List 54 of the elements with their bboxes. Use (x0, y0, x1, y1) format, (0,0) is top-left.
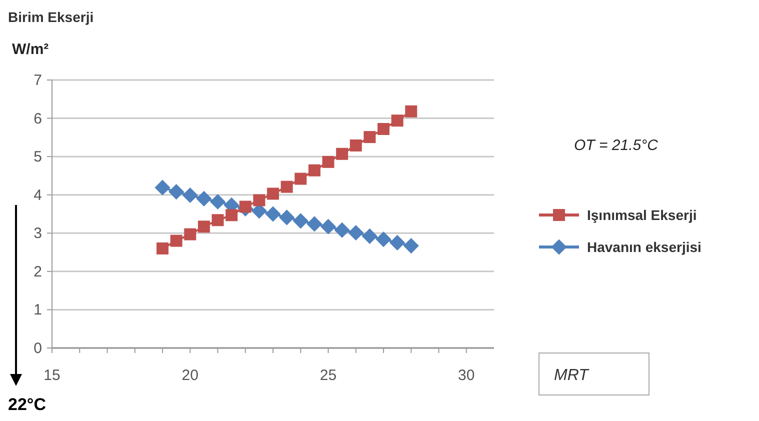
legend-label: Işınımsal Ekserji (587, 207, 697, 223)
text: OT = 21.5°C (574, 137, 658, 154)
point (253, 194, 266, 206)
point (168, 184, 184, 200)
point (182, 187, 198, 204)
point (279, 210, 295, 226)
y-tick-label: 5 (34, 148, 42, 166)
point (390, 234, 406, 251)
y-tick-label: 6 (34, 110, 42, 128)
point (196, 190, 212, 206)
point (322, 156, 334, 168)
point (403, 238, 419, 254)
point (362, 228, 378, 244)
y-tick-label: 7 (34, 72, 42, 89)
text: 22°C (8, 395, 46, 414)
point (267, 188, 279, 200)
point (212, 214, 224, 226)
chart-title: Birim Ekserji (8, 9, 94, 25)
point (350, 139, 362, 152)
point (156, 242, 168, 254)
x-tick-label: 30 (458, 367, 475, 384)
point (364, 131, 376, 144)
point (391, 114, 404, 127)
point (306, 216, 322, 232)
point (320, 218, 336, 234)
point (226, 209, 238, 222)
y-axis-title: W/m² (12, 41, 49, 58)
point (265, 206, 281, 222)
y-tick-label: 4 (34, 186, 42, 204)
point (292, 213, 308, 229)
point (239, 200, 252, 213)
x-tick-label: 20 (182, 367, 198, 384)
point (348, 224, 364, 241)
point (336, 148, 348, 160)
y-tick-label: 2 (34, 263, 42, 280)
point (376, 231, 392, 248)
point (154, 180, 170, 196)
point (294, 172, 307, 185)
y-tick-label: 0 (34, 340, 42, 357)
point (280, 180, 293, 193)
point (378, 123, 390, 136)
point (184, 228, 196, 240)
x-tick-label: 15 (44, 367, 60, 384)
point (308, 164, 320, 176)
point (334, 222, 350, 238)
y-tick-label: 1 (34, 302, 42, 319)
x-axis-title: MRT (554, 367, 590, 384)
x-tick-label: 25 (320, 367, 337, 384)
legend-label: Havanın ekserjisi (587, 239, 702, 255)
point (210, 194, 226, 210)
y-tick-label: 3 (34, 225, 42, 242)
point (405, 105, 418, 118)
point (198, 220, 210, 233)
point (170, 234, 182, 247)
